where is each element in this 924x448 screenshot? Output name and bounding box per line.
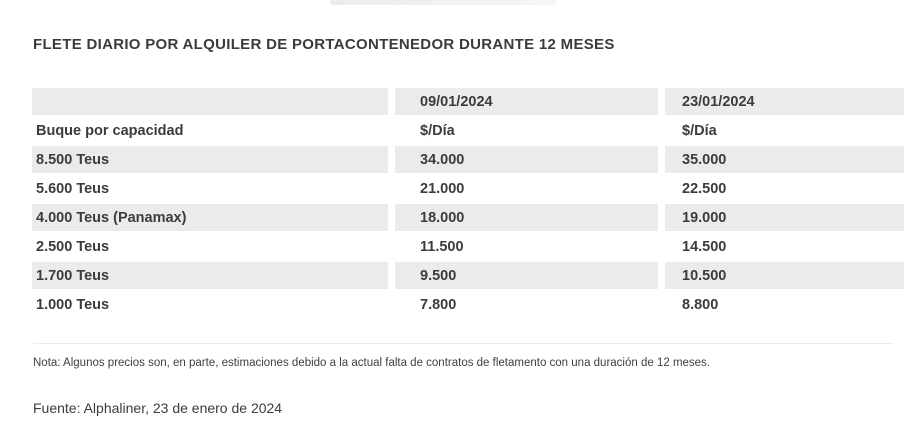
table-header-row: 09/01/2024 23/01/2024 bbox=[32, 88, 904, 115]
header-date-2: 23/01/2024 bbox=[665, 88, 904, 115]
rate-cell: 8.800 bbox=[665, 291, 904, 318]
header-empty-cell bbox=[32, 88, 388, 115]
rate-cell: 9.500 bbox=[395, 262, 658, 289]
page-title: FLETE DIARIO POR ALQUILER DE PORTACONTEN… bbox=[33, 36, 615, 53]
rate-cell: 35.000 bbox=[665, 146, 904, 173]
rate-cell: 34.000 bbox=[395, 146, 658, 173]
capacity-column-label: Buque por capacidad bbox=[32, 117, 388, 144]
divider bbox=[33, 343, 893, 344]
table-subheader-row: Buque por capacidad $/Día $/Día bbox=[32, 117, 904, 144]
capacity-cell: 1.700 Teus bbox=[32, 262, 388, 289]
rate-cell: 11.500 bbox=[395, 233, 658, 260]
source-text: Fuente: Alphaliner, 23 de enero de 2024 bbox=[33, 400, 283, 416]
unit-label-1: $/Día bbox=[395, 117, 658, 144]
table-row: 8.500 Teus 34.000 35.000 bbox=[32, 146, 904, 173]
table-row: 4.000 Teus (Panamax) 18.000 19.000 bbox=[32, 204, 904, 231]
capacity-cell: 1.000 Teus bbox=[32, 291, 388, 318]
table-row: 5.600 Teus 21.000 22.500 bbox=[32, 175, 904, 202]
capacity-cell: 4.000 Teus (Panamax) bbox=[32, 204, 388, 231]
rate-cell: 21.000 bbox=[395, 175, 658, 202]
freight-rate-table: 09/01/2024 23/01/2024 Buque por capacida… bbox=[25, 86, 911, 320]
top-edge-artifact bbox=[330, 0, 556, 5]
rate-cell: 18.000 bbox=[395, 204, 658, 231]
table-row: 2.500 Teus 11.500 14.500 bbox=[32, 233, 904, 260]
rate-cell: 10.500 bbox=[665, 262, 904, 289]
table-row: 1.000 Teus 7.800 8.800 bbox=[32, 291, 904, 318]
rate-cell: 14.500 bbox=[665, 233, 904, 260]
unit-label-2: $/Día bbox=[665, 117, 904, 144]
note-text: Nota: Algunos precios son, en parte, est… bbox=[33, 357, 711, 369]
rate-cell: 22.500 bbox=[665, 175, 904, 202]
header-date-1: 09/01/2024 bbox=[395, 88, 658, 115]
capacity-cell: 8.500 Teus bbox=[32, 146, 388, 173]
rate-cell: 19.000 bbox=[665, 204, 904, 231]
capacity-cell: 2.500 Teus bbox=[32, 233, 388, 260]
rate-cell: 7.800 bbox=[395, 291, 658, 318]
table-row: 1.700 Teus 9.500 10.500 bbox=[32, 262, 904, 289]
capacity-cell: 5.600 Teus bbox=[32, 175, 388, 202]
